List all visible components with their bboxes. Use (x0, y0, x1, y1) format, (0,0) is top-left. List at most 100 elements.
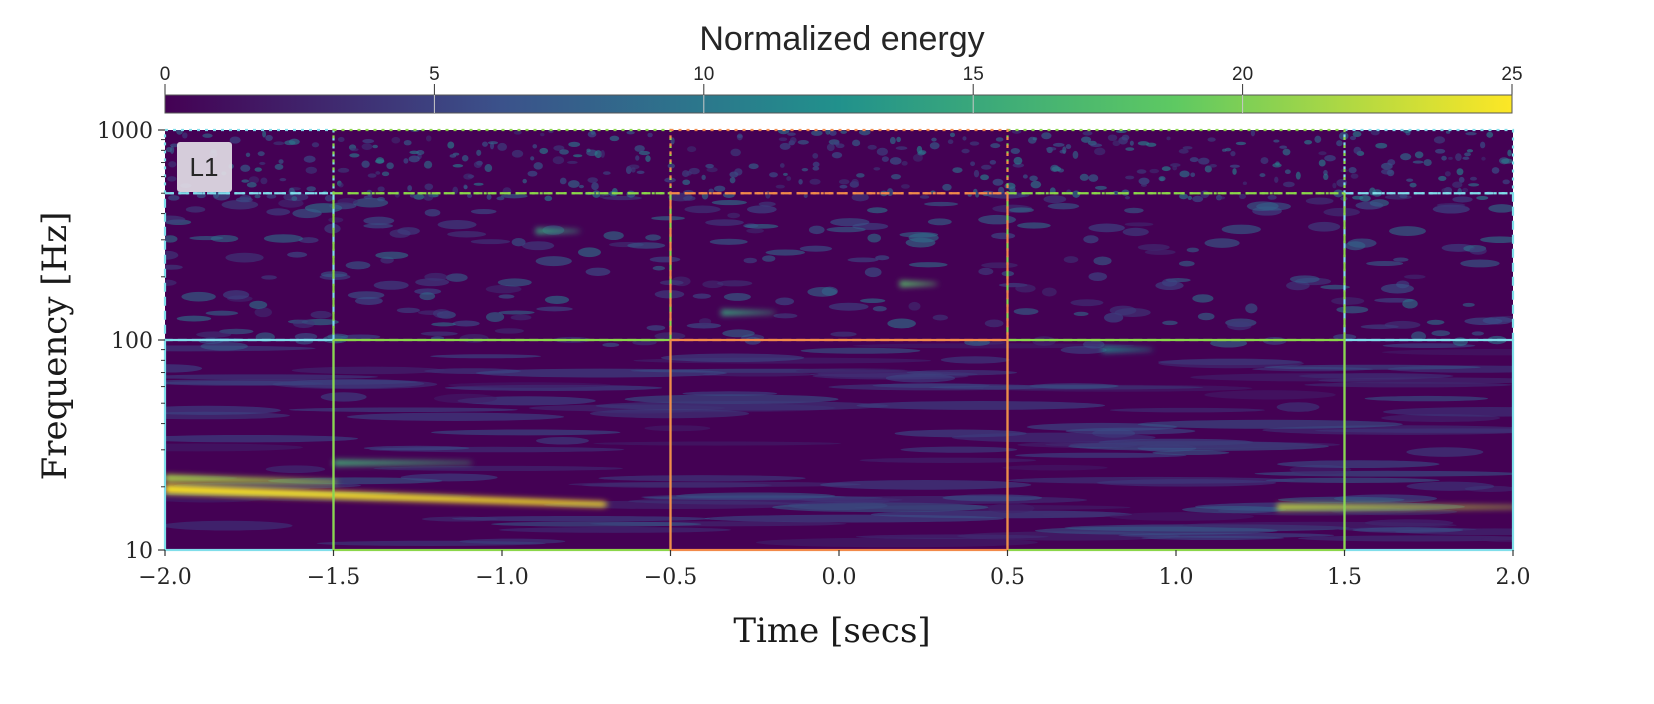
noise-blob (292, 208, 322, 219)
noise-speckle (831, 151, 843, 159)
noise-speckle (1375, 142, 1388, 149)
noise-streak (448, 382, 611, 388)
noise-blob (1347, 238, 1377, 248)
noise-speckle (1406, 178, 1414, 182)
noise-speckle (246, 182, 257, 188)
noise-streak (363, 445, 470, 451)
noise-speckle (1283, 181, 1295, 188)
noise-speckle (990, 143, 1001, 149)
noise-speckle (202, 133, 213, 138)
noise-speckle (970, 161, 976, 167)
noise-speckle (1179, 193, 1189, 200)
noise-streak (1015, 452, 1187, 458)
noise-blob (347, 291, 385, 300)
noise-blob (287, 251, 308, 258)
noise-blob (807, 287, 838, 297)
noise-speckle (1456, 168, 1464, 176)
noise-streak (1383, 407, 1513, 417)
noise-speckle (497, 142, 508, 151)
noise-streak (756, 537, 1038, 548)
noise-speckle (1324, 155, 1336, 162)
noise-speckle (1010, 148, 1021, 154)
noise-speckle (324, 194, 333, 202)
noise-streak (1118, 532, 1335, 538)
colorbar-tick-label: 0 (160, 64, 171, 85)
noise-blob (908, 233, 939, 243)
noise-speckle (532, 144, 538, 149)
noise-blob (1137, 244, 1170, 251)
noise-streak (1002, 464, 1108, 471)
noise-blob (826, 226, 866, 233)
y-tick-label: 1000 (97, 119, 153, 144)
noise-speckle (1178, 148, 1189, 154)
noise-speckle (895, 146, 908, 150)
tile-boundaries (163, 128, 1515, 552)
noise-blob (1286, 281, 1310, 291)
noise-streak (704, 514, 1005, 523)
noise-speckle (839, 184, 848, 189)
noise-speckle (801, 167, 809, 172)
noise-blob (327, 333, 349, 340)
noise-blob (1452, 337, 1468, 347)
noise-speckle (1009, 186, 1016, 193)
noise-speckle (568, 141, 581, 148)
noise-speckle (363, 195, 373, 199)
noise-speckle (919, 195, 930, 199)
noise-speckle (559, 177, 567, 185)
noise-streak (320, 392, 367, 402)
noise-speckle (775, 184, 785, 189)
noise-blob (984, 319, 1004, 328)
noise-blob (1411, 331, 1426, 342)
noise-speckle (1318, 151, 1327, 156)
noise-speckle (278, 159, 284, 164)
noise-speckle (889, 157, 902, 165)
noise-speckle (786, 176, 792, 181)
noise-speckle (947, 139, 954, 144)
colorbar-tick-label: 20 (1232, 64, 1253, 85)
noise-speckle (730, 148, 741, 157)
noise-blob (511, 237, 526, 247)
noise-speckle (586, 148, 591, 153)
noise-blob (225, 252, 264, 263)
noise-blob (1246, 201, 1279, 211)
noise-streak (430, 354, 542, 359)
noise-speckle (1065, 144, 1072, 150)
noise-speckle (239, 195, 252, 201)
noise-streak (1297, 535, 1513, 542)
x-tick-label: −1.5 (307, 565, 360, 590)
noise-speckle (1062, 146, 1067, 155)
noise-speckle (288, 187, 295, 196)
noise-speckle (1229, 164, 1240, 168)
noise-streak (1406, 447, 1484, 457)
noise-speckle (1349, 135, 1357, 141)
noise-speckle (1412, 160, 1424, 164)
noise-blob (293, 319, 315, 329)
noise-speckle (591, 182, 599, 191)
noise-blob (1462, 302, 1475, 307)
signal-track (899, 280, 940, 287)
noise-streak (475, 368, 727, 378)
noise-speckle (1094, 185, 1107, 190)
noise-streak (644, 425, 711, 432)
noise-speckle (361, 143, 373, 150)
noise-blob (1289, 275, 1320, 283)
noise-streak (265, 465, 326, 474)
noise-speckle (949, 132, 956, 138)
noise-blob (743, 257, 757, 264)
noise-speckle (168, 161, 177, 168)
noise-speckle (279, 178, 287, 182)
noise-speckle (1216, 196, 1226, 200)
noise-speckle (572, 154, 583, 158)
noise-speckle (1332, 182, 1337, 189)
noise-speckle (407, 185, 413, 192)
noise-streak (1182, 505, 1287, 514)
noise-speckle (262, 130, 267, 138)
noise-streak (165, 443, 303, 452)
noise-blob (864, 267, 882, 278)
noise-streak (1029, 383, 1119, 389)
noise-blob (1384, 320, 1421, 329)
noise-streak (451, 515, 711, 522)
noise-blob (887, 318, 916, 329)
noise-blob (363, 216, 395, 225)
noise-blob (1245, 303, 1258, 314)
